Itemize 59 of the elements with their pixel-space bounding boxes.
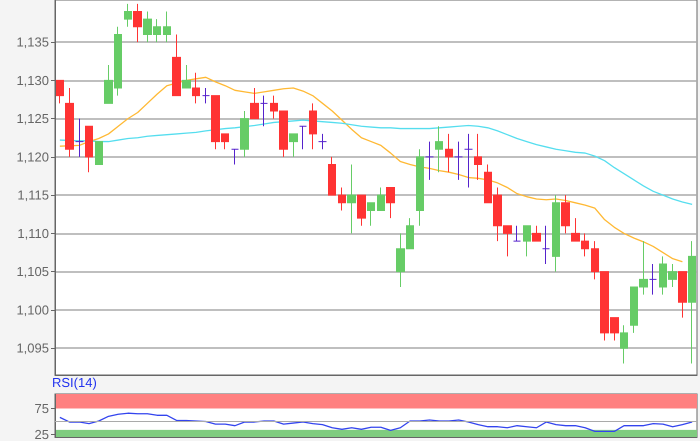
- y-tick-label: 1,105: [16, 264, 49, 280]
- candlestick: [192, 72, 200, 104]
- y-tick-label: 75: [34, 401, 49, 416]
- candlestick: [75, 118, 84, 158]
- candlestick: [318, 133, 327, 150]
- candlestick: [133, 3, 142, 43]
- candlestick: [95, 141, 103, 166]
- candlestick: [56, 80, 64, 104]
- y-tick-label: 1,110: [17, 226, 49, 241]
- candlestick: [202, 88, 210, 104]
- candlestick: [260, 95, 268, 127]
- candlestick: [338, 187, 346, 211]
- candlestick: [561, 194, 570, 234]
- candlestick: [367, 202, 375, 226]
- candlestick: [377, 187, 385, 211]
- candlestick: [416, 148, 424, 226]
- candlestick: [124, 3, 132, 28]
- y-tick-label: 1,135: [16, 34, 49, 50]
- y-tick-label: 1,120: [16, 149, 49, 164]
- candlestick: [464, 133, 473, 188]
- candlestick: [552, 194, 560, 272]
- candlestick: [299, 126, 307, 150]
- y-tick-label: 1,095: [16, 340, 49, 356]
- line-series: [59, 76, 684, 262]
- candlestick: [445, 133, 453, 173]
- candlestick: [542, 225, 550, 265]
- candlestick: [250, 88, 259, 120]
- candlestick: [454, 141, 463, 180]
- candlestick: [386, 187, 395, 219]
- candlestick: [435, 126, 443, 173]
- y-tick-label: 1,100: [16, 302, 49, 318]
- candlestick: [474, 133, 482, 180]
- chart-title: RSI(14): [52, 375, 97, 390]
- candlestick: [357, 194, 366, 226]
- line-series: [59, 412, 693, 432]
- y-tick-label: 1,115: [17, 188, 49, 203]
- candlestick: [649, 264, 657, 296]
- candlestick: [85, 126, 93, 173]
- candlestick: [172, 34, 181, 96]
- y-tick-label: 1,130: [16, 72, 49, 88]
- candlestick: [231, 148, 239, 166]
- candlestick: [425, 141, 434, 180]
- candlestick: [240, 110, 249, 158]
- candlestick: [328, 156, 336, 196]
- candlestick: [182, 64, 191, 89]
- candlestick: [163, 10, 171, 43]
- y-tick-label: 25: [34, 427, 49, 441]
- line-series: [59, 120, 693, 205]
- candlestick: [523, 225, 531, 257]
- candlestick: [65, 88, 74, 158]
- candlestick: [289, 133, 298, 158]
- candlestick: [620, 324, 628, 364]
- y-tick-label: 1,125: [16, 111, 49, 126]
- candlestick: [678, 271, 687, 318]
- candlestick: [688, 240, 696, 364]
- candlestick: [513, 225, 521, 242]
- candlestick: [347, 164, 356, 234]
- candlestick: [309, 102, 317, 150]
- candlestick: [532, 225, 541, 242]
